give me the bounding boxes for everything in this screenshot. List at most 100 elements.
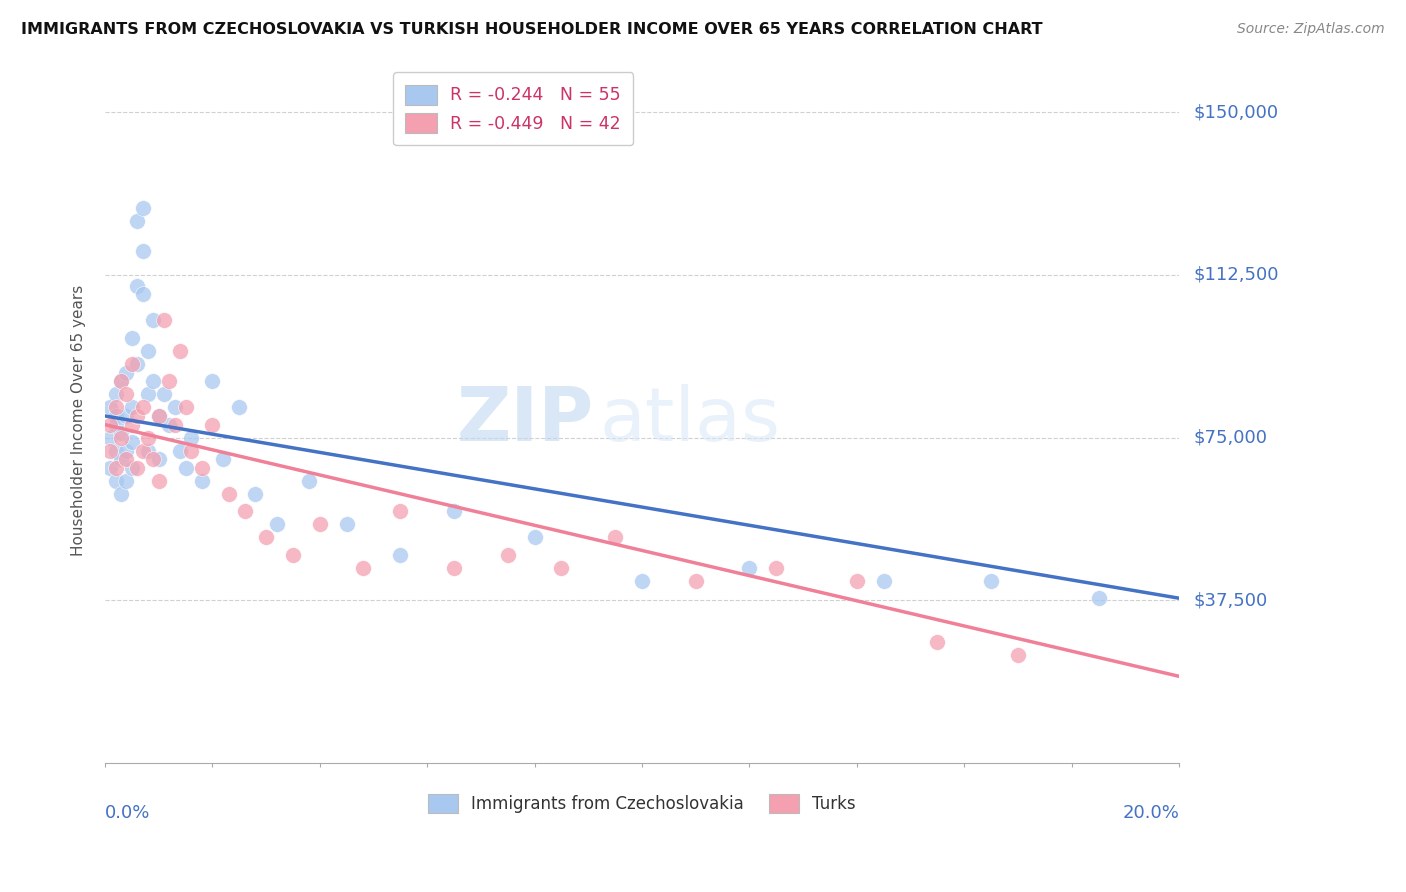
Text: 20.0%: 20.0%: [1122, 805, 1180, 822]
Text: $37,500: $37,500: [1194, 591, 1267, 609]
Point: [163, 417, 186, 432]
Point: [136, 343, 159, 358]
Point: [212, 452, 235, 467]
Point: [127, 357, 149, 371]
Point: [389, 504, 412, 518]
Point: [148, 409, 170, 423]
Point: [245, 487, 267, 501]
Point: [228, 401, 250, 415]
Point: [281, 548, 304, 562]
Point: [298, 474, 321, 488]
Point: [190, 461, 212, 475]
Point: [121, 461, 143, 475]
Point: [142, 452, 165, 467]
Point: [131, 443, 153, 458]
Point: [115, 474, 138, 488]
Point: [115, 443, 138, 458]
Point: [153, 387, 176, 401]
Point: [1007, 648, 1029, 662]
Text: Source: ZipAtlas.com: Source: ZipAtlas.com: [1237, 22, 1385, 37]
Point: [98, 401, 121, 415]
Point: [927, 634, 949, 648]
Point: [169, 343, 191, 358]
Point: [104, 461, 127, 475]
Legend: Immigrants from Czechoslovakia, Turks: Immigrants from Czechoslovakia, Turks: [418, 784, 866, 823]
Point: [131, 244, 153, 258]
Point: [201, 417, 224, 432]
Point: [336, 517, 359, 532]
Text: $75,000: $75,000: [1194, 429, 1267, 447]
Text: $112,500: $112,500: [1194, 266, 1278, 284]
Point: [765, 561, 787, 575]
Point: [98, 417, 121, 432]
Point: [98, 461, 121, 475]
Point: [148, 452, 170, 467]
Point: [523, 531, 546, 545]
Point: [148, 409, 170, 423]
Point: [174, 461, 197, 475]
Text: $150,000: $150,000: [1194, 103, 1278, 121]
Point: [159, 417, 181, 432]
Point: [115, 452, 138, 467]
Point: [980, 574, 1002, 588]
Point: [121, 417, 143, 432]
Point: [110, 374, 132, 388]
Point: [148, 474, 170, 488]
Point: [266, 517, 288, 532]
Point: [163, 401, 186, 415]
Point: [110, 374, 132, 388]
Text: IMMIGRANTS FROM CZECHOSLOVAKIA VS TURKISH HOUSEHOLDER INCOME OVER 65 YEARS CORRE: IMMIGRANTS FROM CZECHOSLOVAKIA VS TURKIS…: [21, 22, 1043, 37]
Text: 0.0%: 0.0%: [105, 805, 150, 822]
Point: [127, 278, 149, 293]
Point: [142, 374, 165, 388]
Point: [104, 474, 127, 488]
Point: [169, 443, 191, 458]
Point: [104, 409, 127, 423]
Point: [159, 374, 181, 388]
Point: [180, 431, 202, 445]
Point: [127, 461, 149, 475]
Point: [352, 561, 374, 575]
Point: [127, 409, 149, 423]
Point: [136, 387, 159, 401]
Point: [738, 561, 761, 575]
Point: [443, 561, 465, 575]
Point: [190, 474, 212, 488]
Point: [389, 548, 412, 562]
Point: [121, 434, 143, 449]
Point: [121, 401, 143, 415]
Point: [131, 287, 153, 301]
Y-axis label: Householder Income Over 65 years: Householder Income Over 65 years: [72, 285, 86, 556]
Point: [201, 374, 224, 388]
Point: [443, 504, 465, 518]
Point: [104, 443, 127, 458]
Point: [131, 401, 153, 415]
Text: atlas: atlas: [599, 384, 780, 457]
Point: [142, 313, 165, 327]
Point: [685, 574, 707, 588]
Point: [104, 401, 127, 415]
Point: [233, 504, 256, 518]
Point: [131, 201, 153, 215]
Point: [110, 452, 132, 467]
Point: [104, 417, 127, 432]
Point: [127, 213, 149, 227]
Point: [550, 561, 572, 575]
Point: [254, 531, 277, 545]
Point: [104, 387, 127, 401]
Point: [110, 431, 132, 445]
Point: [631, 574, 654, 588]
Point: [605, 531, 627, 545]
Point: [136, 431, 159, 445]
Point: [496, 548, 519, 562]
Point: [115, 366, 138, 380]
Point: [308, 517, 330, 532]
Point: [98, 443, 121, 458]
Point: [174, 401, 197, 415]
Point: [115, 409, 138, 423]
Point: [153, 313, 176, 327]
Point: [218, 487, 240, 501]
Point: [1087, 591, 1109, 606]
Point: [115, 387, 138, 401]
Point: [110, 487, 132, 501]
